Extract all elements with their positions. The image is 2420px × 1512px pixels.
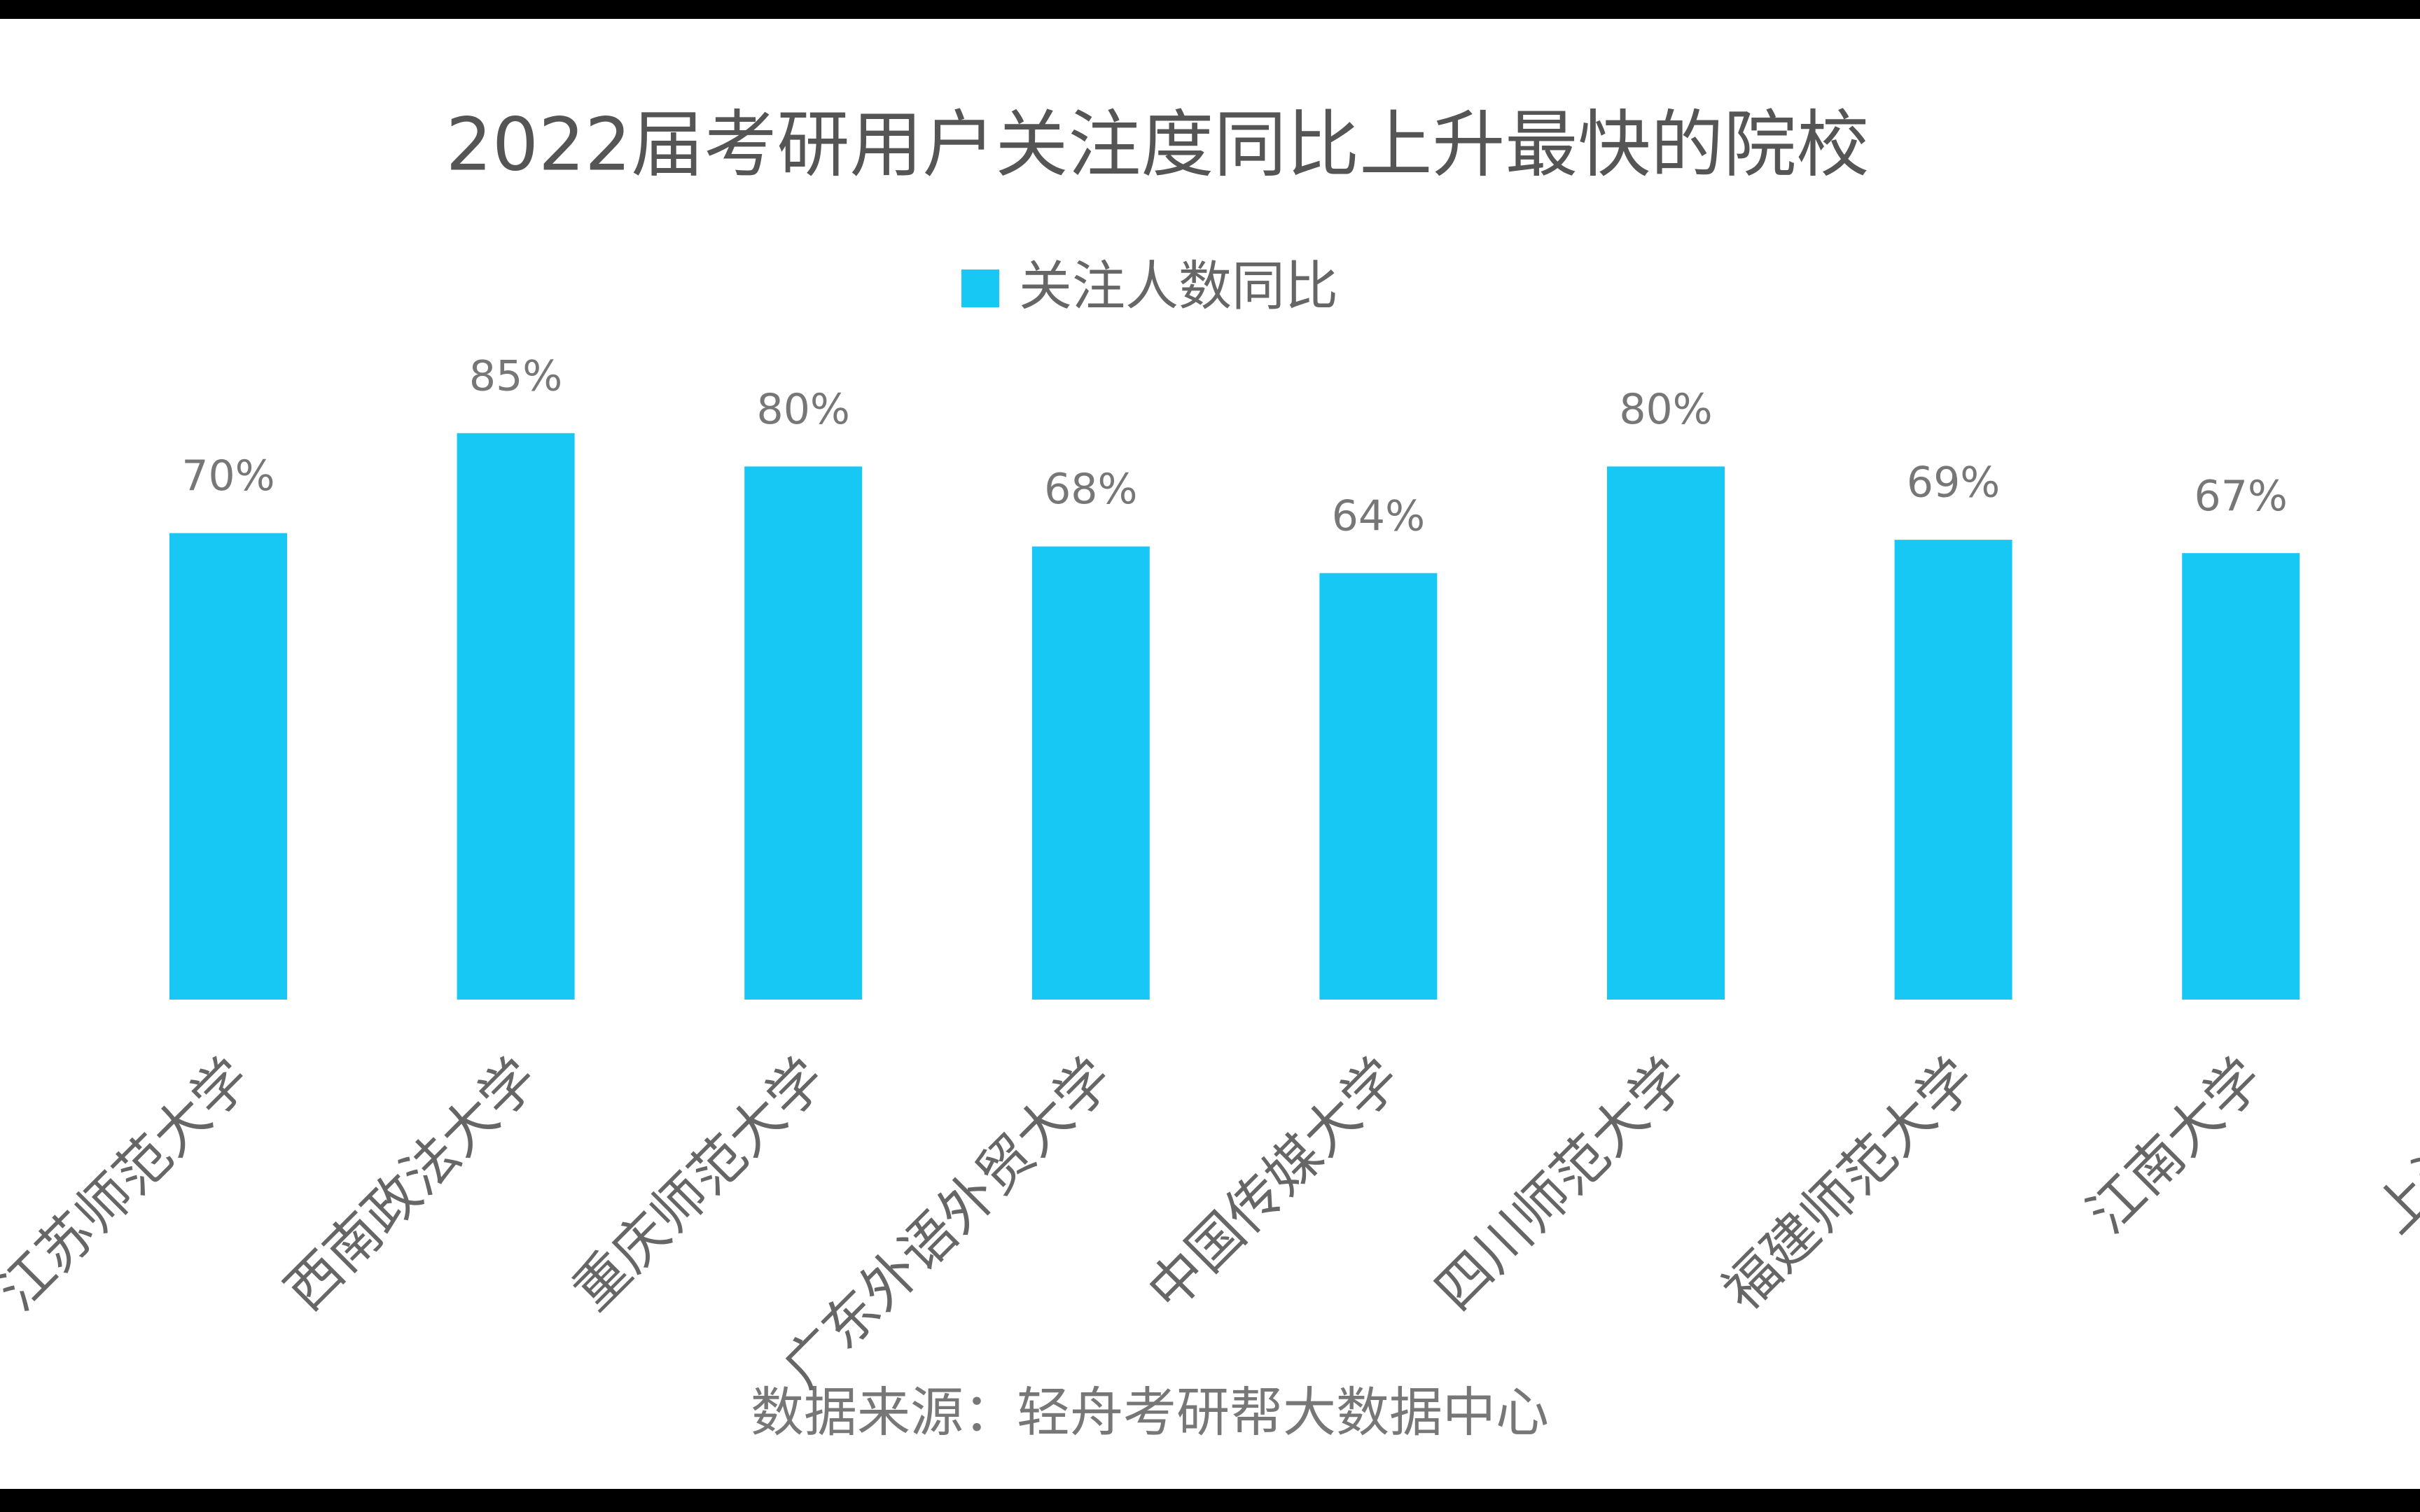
bar <box>2182 553 2300 1000</box>
value-label: 80% <box>757 385 850 434</box>
bar <box>744 466 863 1000</box>
value-label: 68% <box>1044 465 1137 514</box>
legend-label: 关注人数同比 <box>1019 255 1338 317</box>
value-label: 80% <box>1619 385 1712 434</box>
value-label: 64% <box>1332 491 1425 540</box>
legend-swatch <box>961 270 999 307</box>
value-label: 85% <box>469 351 562 400</box>
source-note: 数据来源：轻舟考研帮大数据中心 <box>751 1381 1549 1443</box>
background <box>0 19 2420 1489</box>
value-label: 69% <box>1907 458 2000 507</box>
bar <box>169 533 287 1000</box>
value-label: 70% <box>181 451 274 500</box>
bar <box>1607 466 1725 1000</box>
bar <box>1031 546 1150 1000</box>
value-label: 67% <box>2195 472 2288 521</box>
bar <box>1894 540 2012 1000</box>
bar <box>457 433 575 1000</box>
bar <box>1319 573 1438 1000</box>
chart-title: 2022届考研用户关注度同比上升最快的院校 <box>446 102 1870 187</box>
